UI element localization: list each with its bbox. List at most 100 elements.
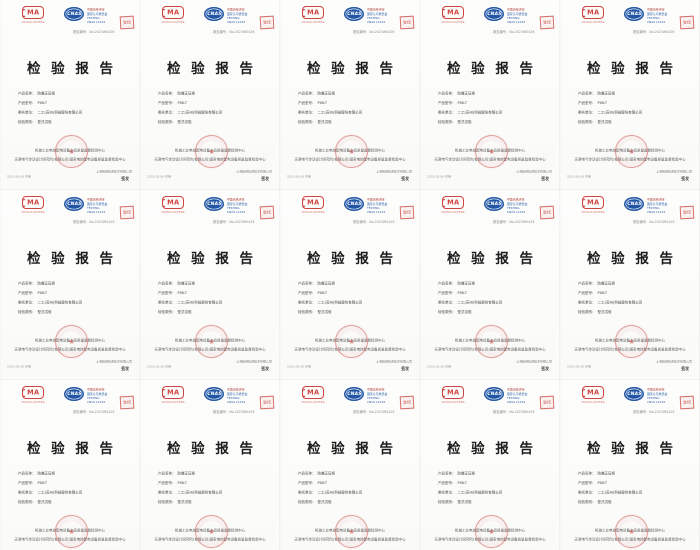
sign-mark: 签发 [401,175,409,181]
controlled-copy-stamp: 受控 [399,15,415,30]
controlled-copy-stamp: 受控 [259,15,275,30]
report-page: MA 162021003566 CNAS 中国合格评定 国家认可委员会 TEST… [0,380,140,550]
cnas-caption-line: 国家认可委员会 [87,11,108,16]
field-product-model: 产品型号： PXK-T [578,99,698,109]
cma-c-arc-icon [442,8,446,17]
report-page: MA 162021003566 CNAS 中国合格评定 国家认可委员会 TEST… [140,190,280,380]
page-title: 检 验 报 告 [26,61,117,77]
controlled-copy-stamp-text: 受控 [402,20,412,25]
cma-c-arc-icon [162,388,166,397]
sign-mark: 签发 [681,175,689,181]
cma-license-number: 162021003566 [441,400,465,404]
field-label: 委托单位： [578,110,596,115]
field-value: PXK-T [37,101,48,105]
print-info: 2023.05.06 印制 [427,174,452,179]
cnas-caption: 中国合格评定 国家认可委员会 TESTING CNAS L1234 [227,198,247,214]
cnas-caption-line: 国家认可委员会 [647,201,668,206]
field-value: 二工(苏州)科技股份有限公司 [597,110,643,115]
cnas-caption-line: CNAS L1234 [647,399,666,404]
field-product-name: 产品名称： 防爆正压柜 [158,279,278,289]
round-seal-stamp: ★ [332,132,371,171]
report-number-value: No.2023W0426 [509,410,535,414]
field-label: 检验类别： [18,120,36,124]
cnas-caption-line: TESTING [507,15,520,20]
field-inspection-type: 检验类别： 型式试验 [298,498,418,508]
cnas-caption-line: 中国合格评定 [227,7,245,12]
institution-line-1: 机械工业电控配电设备产品质量监督检测中心 [455,148,525,153]
sign-mark: 签发 [541,175,549,181]
field-value: 型式试验 [177,310,192,314]
field-value: 防爆正压柜 [597,471,616,476]
field-value: PXK-T [177,101,188,105]
report-number-label: 报告编号： [73,220,90,224]
cnas-logo: CNAS [484,197,504,211]
institution-line-2: 天津电气传动设计研究所(有限公司)国家电控配电设备质量监督检验中心 [14,347,126,352]
seal-star-icon: ★ [627,337,636,346]
issuing-institutions: 机械工业电控配电设备产品质量监督检测中心 天津电气传动设计研究所(有限公司)国家… [434,336,545,354]
field-label: 委托单位： [158,110,176,115]
institution-line-2: 天津电气传动设计研究所(有限公司)国家电控配电设备质量监督检验中心 [434,347,546,352]
field-value: 二工(苏州)科技股份有限公司 [597,300,643,305]
controlled-copy-stamp: 受控 [539,395,555,410]
cnas-caption: 中国合格评定 国家认可委员会 TESTING CNAS L1234 [367,388,387,404]
field-label: 检验类别： [578,310,596,314]
cnas-caption-line: 中国合格评定 [367,387,385,392]
cnas-caption-line: TESTING [647,15,660,20]
issuing-institutions: 机械工业电控配电设备产品质量监督检测中心 天津电气传动设计研究所(有限公司)国家… [574,146,685,164]
report-number: 报告编号：No.2023W0426 [633,219,674,224]
field-product-model: 产品型号： PXK-T [158,99,278,109]
cma-mark-label: MA [166,388,179,397]
page-title: 检 验 报 告 [446,441,537,457]
cma-license-number: 162021003566 [161,20,185,24]
cnas-caption-line: 国家认可委员会 [367,11,388,16]
cnas-caption-line: 中国合格评定 [227,387,245,392]
institution-line-2: 天津电气传动设计研究所(有限公司)国家电控配电设备质量监督检验中心 [294,347,406,352]
field-label: 检验类别： [578,120,596,124]
field-value: 防爆正压柜 [457,91,476,96]
cma-mark-label: MA [306,198,319,207]
cma-license-number: 162021003566 [301,210,325,214]
cnas-caption-line: TESTING [87,395,100,400]
cnas-mark-label: CNAS [346,391,362,397]
cma-license-number: 162021003566 [21,400,45,404]
field-label: 检验类别： [18,500,36,504]
report-fields: 产品名称： 防爆正压柜 产品型号： PXK-T 委托单位： 二工(苏州)科技股份有限公… [158,89,278,127]
report-number-label: 报告编号： [493,30,510,34]
field-product-name: 产品名称： 防爆正压柜 [298,279,418,289]
cnas-caption-line: 国家认可委员会 [367,391,388,396]
institution-line-2: 天津电气传动设计研究所(有限公司)国家电控配电设备质量监督检验中心 [154,157,266,162]
field-inspection-type: 检验类别： 型式试验 [438,308,558,318]
field-value: PXK-T [177,481,188,485]
report-number-label: 报告编号： [493,410,510,414]
field-value: 二工(苏州)科技股份有限公司 [457,300,503,305]
field-product-model: 产品型号： PXK-T [158,479,278,489]
page-title: 检 验 报 告 [166,251,257,267]
cnas-caption: 中国合格评定 国家认可委员会 TESTING CNAS L1234 [507,198,527,214]
field-value: 二工(苏州)科技股份有限公司 [317,490,363,495]
report-number: 报告编号：No.2023W0426 [353,29,394,34]
seal-star-icon: ★ [67,337,76,346]
cnas-logo: CNAS [484,7,504,21]
field-inspection-type: 检验类别： 型式试验 [578,308,698,318]
cma-c-arc-icon [442,198,446,207]
institution-line-2: 天津电气传动设计研究所(有限公司)国家电控配电设备质量监督检验中心 [434,157,546,162]
controlled-copy-stamp-text: 受控 [542,20,552,25]
field-label: 检验类别： [298,500,316,504]
field-label: 产品型号： [578,101,596,105]
report-page: MA 162021003566 CNAS 中国合格评定 国家认可委员会 TEST… [280,0,420,190]
controlled-copy-stamp-text: 受控 [262,20,272,25]
cma-license-number: 162021003566 [581,210,605,214]
controlled-copy-stamp-text: 受控 [122,20,132,25]
report-number: 报告编号：No.2023W0426 [493,219,534,224]
field-product-model: 产品型号： PXK-T [578,289,698,299]
institution-line-1: 机械工业电控配电设备产品质量监督检测中心 [315,148,385,153]
report-number-value: No.2023W0426 [649,30,675,34]
cnas-caption: 中国合格评定 国家认可委员会 TESTING CNAS L1234 [227,388,247,404]
field-label: 产品型号： [158,481,176,485]
field-label: 产品名称： [18,281,36,286]
report-number-label: 报告编号： [353,30,370,34]
institution-line-2: 天津电气传动设计研究所(有限公司)国家电控配电设备质量监督检验中心 [154,347,266,352]
round-seal-stamp: ★ [192,512,231,550]
round-seal-stamp: ★ [472,132,511,171]
field-label: 委托单位： [578,490,596,495]
